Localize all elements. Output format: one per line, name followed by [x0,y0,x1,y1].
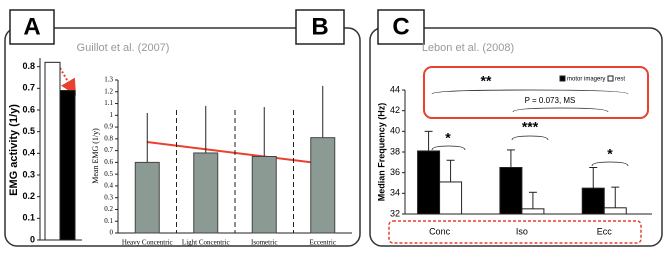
x-tick-label: Iso [516,226,528,236]
y-tick-label: 0.7 [104,146,113,154]
x-tick-label: Eccentric [310,239,336,247]
y-tick-label: 38 [390,146,400,156]
significance-bracket [511,135,549,141]
panel-label: C [392,13,409,40]
bar [439,181,463,215]
highlight-box [423,66,649,119]
x-tick-label: Light Concentric [182,239,230,247]
legend-label: rest [615,77,625,83]
panel-label-box [295,9,345,45]
y-axis-label: Mean EMG (1/y) [91,128,100,184]
bar [193,152,219,234]
significance-bracket [591,161,629,167]
y-tick-label: 0 [110,229,114,237]
legend-swatch [559,75,566,82]
y-tick-label: 1.2 [104,87,113,95]
bar [59,90,76,241]
y-tick-label: 1.1 [104,99,113,107]
bar [581,187,605,215]
y-tick-label: 0.1 [104,217,113,225]
bar [44,61,61,241]
y-tick-label: 42 [390,105,400,115]
annotation: ** [481,73,492,89]
y-tick-label: 0.4 [22,148,35,158]
x-tick-label: Heavy Concentric [122,239,173,247]
y-tick-label: 32 [390,208,400,218]
annotation: *** [522,119,539,135]
x-tick-label: Conc [429,226,451,236]
annotation: * [607,146,613,162]
y-tick-label: 0.3 [104,193,113,201]
chart-title: Guillot et al. (2007) [77,42,170,54]
bar [521,208,545,215]
panel-label: A [23,13,40,40]
significance-bracket [431,89,629,95]
highlight-box [388,220,642,244]
y-axis-label: EMG activity (1/y) [8,104,20,196]
bar [499,167,523,215]
legend-swatch [607,75,614,82]
y-tick-label: 0 [30,234,35,244]
y-tick-label: 0.4 [104,182,113,190]
annotation: P = 0.073, MS [525,96,576,105]
y-tick-label: 0.2 [104,205,113,213]
y-tick-label: 34 [390,188,400,198]
y-tick-label: 1 [110,111,114,119]
panel-label-box [377,9,425,45]
significance-bracket [431,145,466,151]
y-tick-label: 0.6 [104,158,113,166]
y-axis-label: Median Frequency (Hz) [376,103,386,202]
panel-label: B [311,13,328,40]
y-tick-label: 0.3 [22,169,35,179]
panel-label-box [9,9,55,45]
panel-frame [4,27,361,247]
trend-arrow [59,67,77,96]
y-tick-label: 0.8 [104,134,113,142]
y-tick-label: 0.6 [22,104,35,114]
legend-label: motor imagery [567,77,605,83]
x-tick-label: Isometric [251,239,277,247]
bar [134,161,160,234]
trend-arrow [146,141,329,171]
annotation: * [445,130,451,146]
y-tick-label: 0.8 [22,61,35,71]
y-tick-label: 40 [390,126,400,136]
panel-frame [369,27,663,247]
y-tick-label: 0.7 [22,83,35,93]
x-tick-label: Ecc [597,226,613,236]
chart-title: Lebon et al. (2008) [422,42,514,54]
y-tick-label: 44 [390,84,400,94]
y-tick-label: 0.1 [22,213,35,223]
y-tick-label: 36 [390,167,400,177]
y-tick-label: 0.5 [104,170,113,178]
y-tick-label: 1.3 [104,76,113,84]
y-tick-label: 0.9 [104,123,113,131]
significance-bracket [512,107,609,113]
y-tick-label: 0.5 [22,126,35,136]
bar [417,150,441,215]
bar [603,207,627,215]
y-tick-label: 0.2 [22,191,35,201]
bar [310,137,336,234]
bar [251,156,277,234]
